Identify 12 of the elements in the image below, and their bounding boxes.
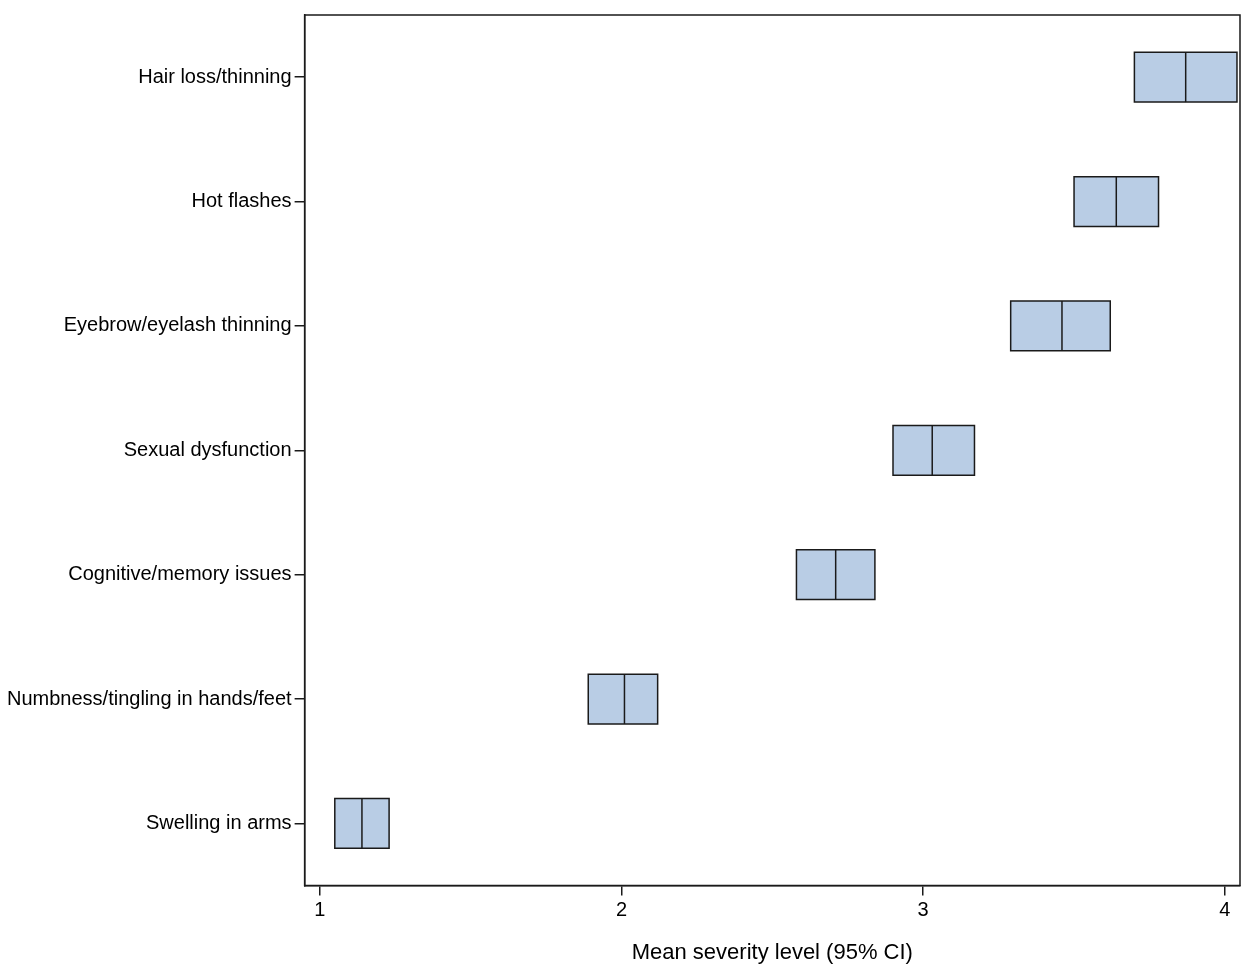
y-tick-label: Numbness/tingling in hands/feet — [6, 686, 293, 709]
x-tick-label: 3 — [917, 898, 929, 921]
y-tick-label: Cognitive/memory issues — [68, 562, 292, 585]
x-tick-label: 2 — [615, 898, 627, 921]
y-tick-label: Hair loss/thinning — [138, 64, 292, 87]
y-tick-label: Eyebrow/eyelash thinning — [63, 313, 292, 336]
x-tick-label: 4 — [1219, 898, 1231, 921]
x-axis-title: Mean severity level (95% CI) — [631, 938, 913, 964]
y-tick-label: Hot flashes — [191, 189, 292, 212]
y-tick-label: Sexual dysfunction — [123, 437, 292, 460]
x-tick-label: 1 — [314, 898, 326, 921]
y-tick-label: Swelling in arms — [146, 810, 292, 833]
